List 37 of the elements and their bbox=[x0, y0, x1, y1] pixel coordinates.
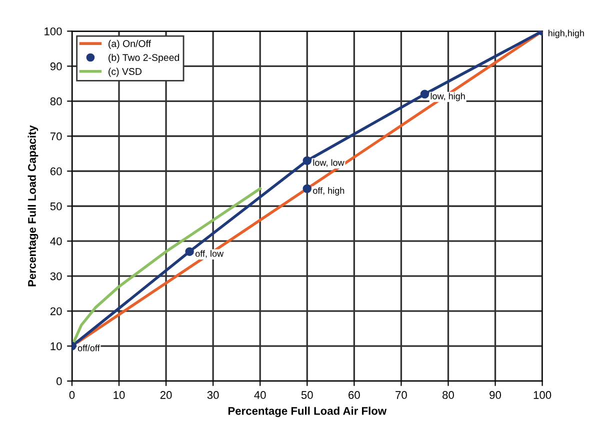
annotation: off, low bbox=[195, 250, 224, 258]
legend-label: (c) VSD bbox=[108, 68, 142, 77]
y-tick-label: 60 bbox=[50, 167, 62, 176]
x-axis-title: Percentage Full Load Air Flow bbox=[228, 406, 387, 418]
x-tick-label: 90 bbox=[490, 391, 502, 399]
x-tick-label: 30 bbox=[207, 391, 219, 399]
y-tick-label: 40 bbox=[50, 237, 62, 246]
y-axis-title: Percentage Full Load Capacity bbox=[28, 125, 38, 286]
annotation: off, high bbox=[313, 187, 344, 196]
y-tick-label: 80 bbox=[50, 97, 62, 106]
y-tick-label: 0 bbox=[56, 377, 62, 386]
x-tick-label: 80 bbox=[442, 391, 454, 399]
x-tick-label: 100 bbox=[534, 391, 552, 399]
legend-label: (a) On/Off bbox=[108, 40, 152, 49]
y-tick-label: 90 bbox=[50, 62, 62, 70]
x-tick-label: 0 bbox=[69, 391, 75, 399]
y-tick-label: 20 bbox=[50, 307, 62, 316]
y-tick-label: 30 bbox=[50, 272, 62, 280]
annotation: off/off bbox=[78, 344, 100, 352]
point bbox=[185, 247, 194, 256]
x-tick-label: 70 bbox=[396, 391, 407, 399]
x-tick-label: 20 bbox=[160, 391, 172, 399]
annotation: low, low bbox=[313, 159, 344, 167]
y-tick-label: 10 bbox=[50, 342, 62, 350]
point bbox=[420, 90, 430, 99]
point bbox=[302, 184, 312, 193]
annotation: low, high bbox=[430, 92, 465, 102]
y-tick-label: 50 bbox=[50, 202, 62, 210]
y-tick-label: 100 bbox=[44, 27, 62, 36]
legend-label: (b) Two 2-Speed bbox=[108, 54, 180, 63]
annotation: high,high bbox=[548, 30, 584, 38]
x-tick-label: 50 bbox=[301, 391, 313, 399]
x-tick-label: 10 bbox=[114, 391, 125, 399]
x-tick-label: 40 bbox=[254, 391, 266, 399]
y-tick-label: 70 bbox=[50, 132, 62, 140]
point bbox=[302, 156, 312, 165]
x-tick-label: 60 bbox=[348, 391, 360, 399]
